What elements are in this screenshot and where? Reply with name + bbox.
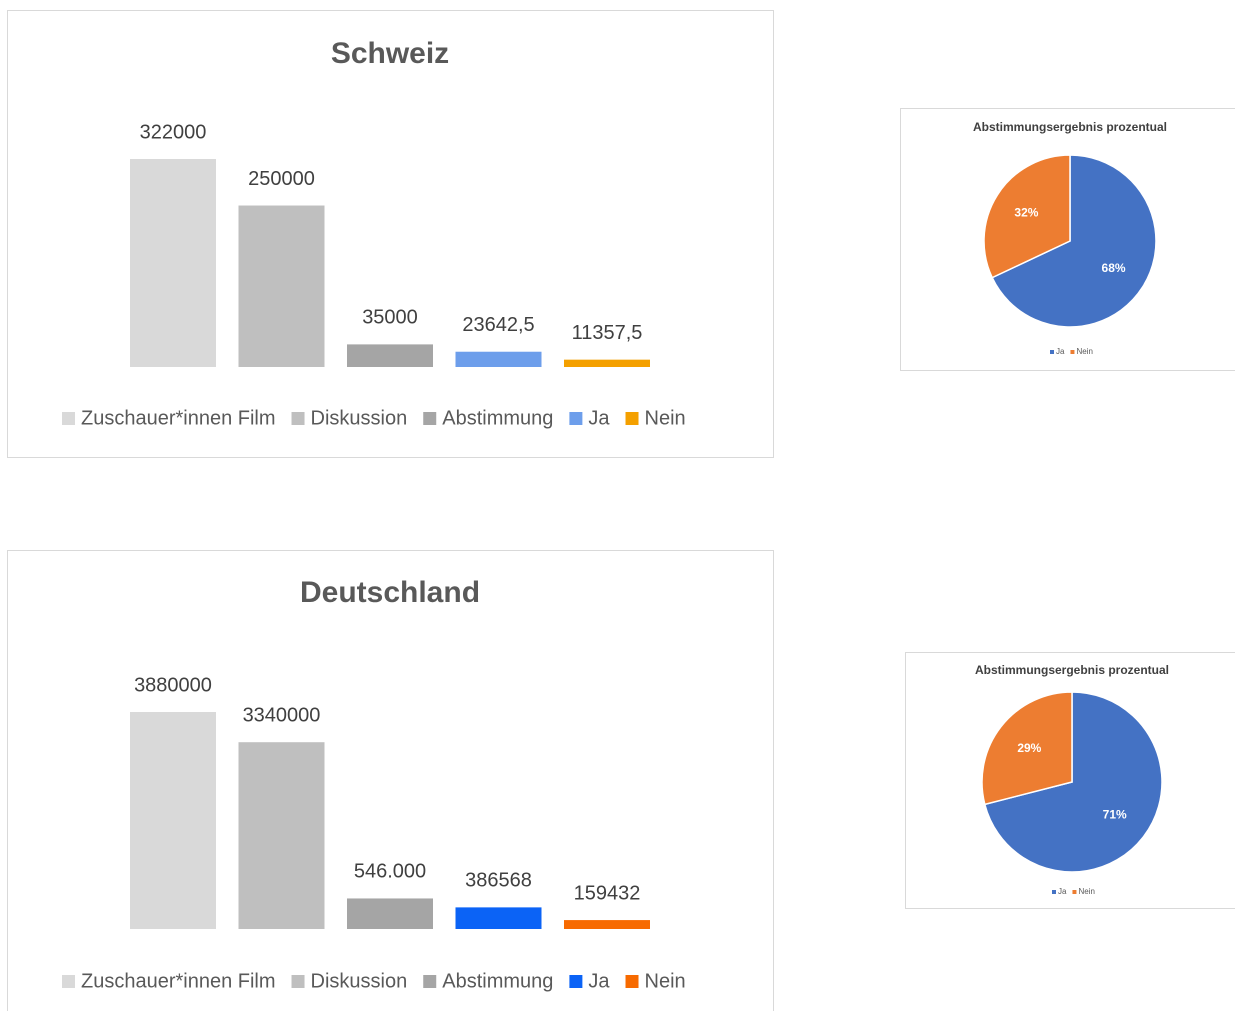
legend-label: Abstimmung — [442, 407, 553, 429]
data-label: 3880000 — [134, 674, 212, 696]
legend-swatch — [291, 975, 305, 988]
bar — [455, 351, 542, 367]
bar — [564, 359, 650, 367]
legend-label: Ja — [588, 970, 610, 992]
legend-swatch — [1070, 350, 1075, 354]
data-label: 32% — [1014, 206, 1038, 220]
legend-label: Diskussion — [311, 407, 408, 429]
data-label: 3340000 — [243, 704, 321, 726]
pie-slice — [981, 691, 1073, 806]
legend-label: Ja — [1058, 887, 1067, 896]
legend-swatch — [291, 412, 305, 425]
legend-label: Zuschauer*innen Film — [81, 970, 276, 992]
legend-swatch — [423, 975, 437, 988]
legend-swatch — [569, 412, 583, 425]
data-label: 35000 — [362, 307, 418, 329]
data-label: 68% — [1102, 261, 1126, 275]
data-label: 23642,5 — [462, 314, 534, 336]
bar — [564, 920, 650, 929]
legend-swatch — [1050, 350, 1054, 354]
legend-swatch — [62, 412, 75, 425]
bar — [130, 712, 216, 929]
legend-label: Nein — [645, 970, 686, 992]
data-label: 11357,5 — [572, 322, 643, 344]
legend-label: Abstimmung — [442, 970, 553, 992]
chart-title: Schweiz — [331, 37, 449, 70]
bar — [347, 344, 433, 367]
chart-title: Deutschland — [300, 576, 480, 609]
pie-slice — [983, 691, 1163, 873]
legend-swatch — [1072, 890, 1077, 894]
legend-label: Nein — [1076, 347, 1092, 356]
data-label: 159432 — [574, 882, 641, 904]
data-label: 250000 — [248, 168, 315, 190]
pie-slice — [983, 154, 1071, 279]
legend-swatch — [1052, 890, 1056, 894]
legend-swatch — [625, 412, 639, 425]
legend-label: Nein — [645, 407, 686, 429]
chart-title: Abstimmungsergebnis prozentual — [973, 120, 1167, 134]
bar — [238, 742, 325, 929]
bar — [347, 898, 433, 929]
legend-swatch — [423, 412, 437, 425]
legend-swatch — [569, 975, 583, 988]
bar — [238, 205, 325, 367]
data-label: 29% — [1017, 741, 1041, 755]
chart-frame — [7, 10, 774, 458]
data-label: 322000 — [140, 121, 207, 143]
chart-frame — [7, 550, 774, 1011]
legend-swatch — [62, 975, 75, 988]
legend-label: Ja — [1056, 347, 1065, 356]
legend-label: Nein — [1078, 887, 1094, 896]
legend-label: Ja — [588, 407, 610, 429]
data-label: 546.000 — [354, 861, 426, 883]
legend-swatch — [625, 975, 639, 988]
data-label: 71% — [1103, 807, 1127, 821]
bar — [455, 907, 542, 929]
legend-label: Diskussion — [311, 970, 408, 992]
pie-slice — [991, 154, 1157, 328]
chart-title: Abstimmungsergebnis prozentual — [975, 663, 1169, 677]
legend-label: Zuschauer*innen Film — [81, 407, 276, 429]
bar — [130, 159, 216, 367]
data-label: 386568 — [465, 870, 532, 892]
